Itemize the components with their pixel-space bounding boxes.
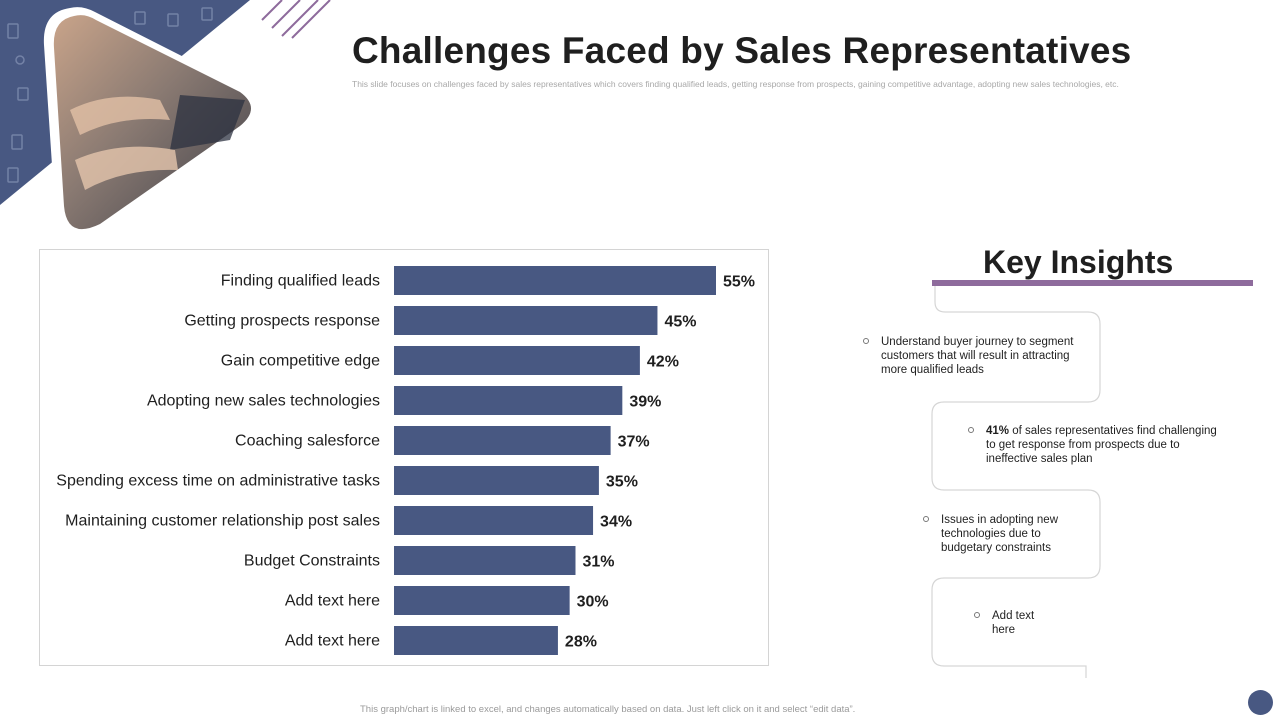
value-label: 37% bbox=[618, 434, 650, 451]
bullet-icon bbox=[968, 427, 974, 433]
chart-frame bbox=[39, 249, 769, 666]
category-label: Coaching salesforce bbox=[235, 433, 380, 450]
bullet-icon bbox=[923, 516, 929, 522]
bar[interactable] bbox=[394, 586, 570, 615]
category-label: Add text here bbox=[285, 593, 380, 610]
bar[interactable] bbox=[394, 626, 558, 655]
bar[interactable] bbox=[394, 466, 599, 495]
category-label: Budget Constraints bbox=[244, 553, 380, 570]
bullet-icon bbox=[863, 338, 869, 344]
bar[interactable] bbox=[394, 306, 658, 335]
value-label: 42% bbox=[647, 354, 679, 371]
hand-shape bbox=[70, 96, 170, 135]
diagonal-stripes bbox=[261, 0, 331, 39]
value-label: 30% bbox=[577, 594, 609, 611]
bar[interactable] bbox=[394, 546, 576, 575]
category-label: Spending excess time on administrative t… bbox=[56, 473, 380, 490]
insight-text: Add text here bbox=[992, 610, 1035, 636]
insight-text: Issues in adopting new technologies due … bbox=[941, 514, 1058, 554]
insight-item-2: 41% of sales representatives find challe… bbox=[968, 424, 1226, 466]
corner-icon-pattern bbox=[7, 7, 213, 183]
corner-decoration bbox=[0, 0, 331, 238]
bar-chart[interactable]: Finding qualified leads 55% Getting prospe… bbox=[39, 249, 769, 666]
value-label: 39% bbox=[629, 394, 661, 411]
page-title: Challenges Faced by Sales Representative… bbox=[352, 30, 1132, 71]
value-label: 55% bbox=[723, 274, 755, 291]
value-label: 35% bbox=[606, 474, 638, 491]
bar[interactable] bbox=[394, 506, 594, 535]
bar[interactable] bbox=[394, 266, 716, 295]
insight-item-1: Understand buyer journey to segment cust… bbox=[863, 335, 1081, 377]
hand-shape-2 bbox=[75, 146, 178, 190]
category-label: Adopting new sales technologies bbox=[147, 393, 380, 410]
insight-text: of sales representatives find challengin… bbox=[986, 425, 1217, 465]
value-label: 31% bbox=[582, 554, 614, 571]
category-label: Finding qualified leads bbox=[221, 273, 380, 290]
bar[interactable] bbox=[394, 346, 640, 375]
bullet-icon bbox=[974, 612, 980, 618]
insight-text: Understand buyer journey to segment cust… bbox=[881, 336, 1074, 376]
laptop-screen-shape bbox=[170, 95, 245, 150]
category-label: Getting prospects response bbox=[184, 313, 380, 330]
category-label: Add text here bbox=[285, 633, 380, 650]
bar[interactable] bbox=[394, 426, 611, 455]
value-label: 34% bbox=[600, 514, 632, 531]
insight-item-3: Issues in adopting new technologies due … bbox=[923, 513, 1081, 555]
page-indicator-dot bbox=[1248, 690, 1273, 715]
insight-highlight: 41% bbox=[986, 425, 1010, 437]
category-label: Gain competitive edge bbox=[221, 353, 380, 370]
value-label: 28% bbox=[565, 634, 597, 651]
key-insights-title: Key Insights bbox=[983, 244, 1174, 280]
footer-note: This graph/chart is linked to excel, and… bbox=[360, 704, 856, 715]
page-subtitle: This slide focuses on challenges faced b… bbox=[352, 79, 1119, 89]
value-label: 45% bbox=[664, 314, 696, 331]
bar[interactable] bbox=[394, 386, 623, 415]
key-insights-underline bbox=[932, 280, 1253, 286]
category-label: Maintaining customer relationship post s… bbox=[65, 513, 380, 530]
insight-item-4: Add text here bbox=[974, 609, 1052, 637]
